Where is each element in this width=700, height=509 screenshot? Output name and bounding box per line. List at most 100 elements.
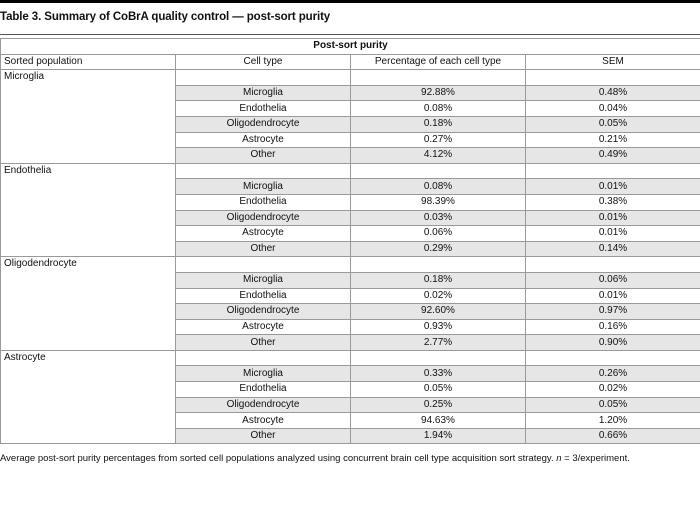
table-row: Endothelia 0.08% 0.04% <box>1 100 700 117</box>
table-row: Endothelia 0.05% 0.02% <box>1 381 700 398</box>
percentage-cell: 98.39% <box>350 193 526 211</box>
cell-type-cell: Astrocyte <box>175 225 351 242</box>
population-header-row: Microglia <box>0 69 700 164</box>
percentage-cell: 1.94% <box>350 427 526 445</box>
cell-type-cell: Other <box>175 240 351 258</box>
table-row: Other 0.29% 0.14% <box>1 240 700 258</box>
cell-type-cell: Endothelia <box>175 287 351 305</box>
population-header-row: Oligodendrocyte <box>0 256 700 351</box>
empty-cell <box>175 256 351 273</box>
sem-cell: 0.66% <box>524 427 700 445</box>
percentage-cell: 0.18% <box>350 115 526 133</box>
cell-type-cell: Endothelia <box>175 193 351 211</box>
sem-cell: 0.26% <box>524 365 700 383</box>
cell-type-cell: Astrocyte <box>175 131 351 149</box>
column-header-row: Sorted population Cell type Percentage o… <box>0 53 700 71</box>
header-sem: SEM <box>524 53 700 71</box>
footnote-text: Average post-sort purity percentages fro… <box>0 453 557 464</box>
sem-cell: 0.49% <box>524 147 700 164</box>
percentage-cell: 0.06% <box>350 225 526 242</box>
percentage-cell: 0.02% <box>350 287 526 305</box>
cell-type-cell: Astrocyte <box>175 318 351 336</box>
percentage-cell: 0.05% <box>350 381 526 398</box>
cell-type-cell: Endothelia <box>175 381 351 398</box>
sem-cell: 0.01% <box>524 287 700 305</box>
table-row: Astrocyte 0.06% 0.01% <box>1 225 700 242</box>
purity-table: Post-sort purity Sorted population Cell … <box>0 38 700 445</box>
cell-type-cell: Other <box>175 147 351 164</box>
sem-cell: 0.38% <box>524 193 700 211</box>
sorted-population-cell: Astrocyte <box>0 349 176 445</box>
cell-type-cell: Microglia <box>175 365 351 383</box>
empty-cell <box>524 349 700 367</box>
sem-cell: 0.02% <box>524 381 700 398</box>
percentage-cell: 0.08% <box>350 100 526 117</box>
table-footnote: Average post-sort purity percentages fro… <box>0 453 630 464</box>
table-row: Oligodendrocyte 92.60% 0.97% <box>1 303 700 320</box>
percentage-cell: 0.27% <box>350 131 526 149</box>
percentage-cell: 0.03% <box>350 209 526 227</box>
cell-type-cell: Oligodendrocyte <box>175 303 351 320</box>
sem-cell: 0.06% <box>524 271 700 289</box>
sem-cell: 0.21% <box>524 131 700 149</box>
percentage-cell: 0.33% <box>350 365 526 383</box>
cell-type-cell: Microglia <box>175 178 351 195</box>
percentage-cell: 92.88% <box>350 84 526 102</box>
table-row: Oligodendrocyte 0.18% 0.05% <box>1 115 700 133</box>
sem-cell: 0.01% <box>524 209 700 227</box>
sem-cell: 1.20% <box>524 412 700 429</box>
percentage-cell: 0.25% <box>350 396 526 414</box>
top-rule <box>0 0 700 3</box>
cell-type-cell: Endothelia <box>175 100 351 117</box>
percentage-cell: 0.29% <box>350 240 526 258</box>
percentage-cell: 2.77% <box>350 334 526 351</box>
percentage-cell: 92.60% <box>350 303 526 320</box>
cell-type-cell: Astrocyte <box>175 412 351 429</box>
sorted-population-cell: Endothelia <box>0 162 176 258</box>
header-sorted-population: Sorted population <box>0 53 176 71</box>
footnote-text-end: = 3/experiment. <box>561 453 630 464</box>
sem-cell: 0.90% <box>524 334 700 351</box>
percentage-cell: 0.08% <box>350 178 526 195</box>
sem-cell: 0.05% <box>524 396 700 414</box>
percentage-cell: 0.18% <box>350 271 526 289</box>
empty-cell <box>175 349 351 367</box>
percentage-cell: 94.63% <box>350 412 526 429</box>
empty-cell <box>524 69 700 86</box>
sem-cell: 0.04% <box>524 100 700 117</box>
table-title: Table 3. Summary of CoBrA quality contro… <box>0 11 331 23</box>
cell-type-cell: Microglia <box>175 271 351 289</box>
cell-type-cell: Oligodendrocyte <box>175 209 351 227</box>
sem-cell: 0.05% <box>524 115 700 133</box>
table-row: Other 1.94% 0.66% <box>1 427 700 445</box>
cell-type-cell: Other <box>175 427 351 445</box>
table-body: Microglia Microglia 92.88% 0.48% Endothelia 0… <box>0 69 700 445</box>
title-rule <box>0 34 700 35</box>
empty-cell <box>350 162 526 180</box>
cell-type-cell: Microglia <box>175 84 351 102</box>
empty-cell <box>175 69 351 86</box>
group-header: Post-sort purity <box>0 38 700 55</box>
footnote-n: n <box>556 453 562 464</box>
sorted-population-cell: Oligodendrocyte <box>0 256 176 351</box>
sem-cell: 0.14% <box>524 240 700 258</box>
sem-cell: 0.16% <box>524 318 700 336</box>
cell-type-cell: Other <box>175 334 351 351</box>
percentage-cell: 4.12% <box>350 147 526 164</box>
population-header-row: Endothelia <box>0 162 700 258</box>
cell-type-cell: Oligodendrocyte <box>175 396 351 414</box>
table-row: Other 4.12% 0.49% <box>1 147 700 164</box>
percentage-cell: 0.93% <box>350 318 526 336</box>
sorted-population-cell: Microglia <box>0 69 176 164</box>
table-row: Astrocyte 94.63% 1.20% <box>1 412 700 429</box>
population-header-row: Astrocyte <box>0 349 700 445</box>
empty-cell <box>524 162 700 180</box>
cell-type-cell: Oligodendrocyte <box>175 115 351 133</box>
sem-cell: 0.48% <box>524 84 700 102</box>
empty-cell <box>524 256 700 273</box>
sem-cell: 0.97% <box>524 303 700 320</box>
header-percentage: Percentage of each cell type <box>350 53 526 71</box>
sem-cell: 0.01% <box>524 178 700 195</box>
empty-cell <box>350 256 526 273</box>
